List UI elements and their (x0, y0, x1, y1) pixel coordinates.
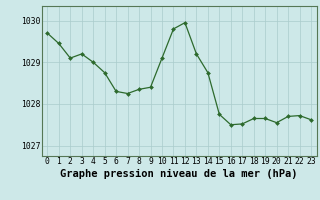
X-axis label: Graphe pression niveau de la mer (hPa): Graphe pression niveau de la mer (hPa) (60, 169, 298, 179)
